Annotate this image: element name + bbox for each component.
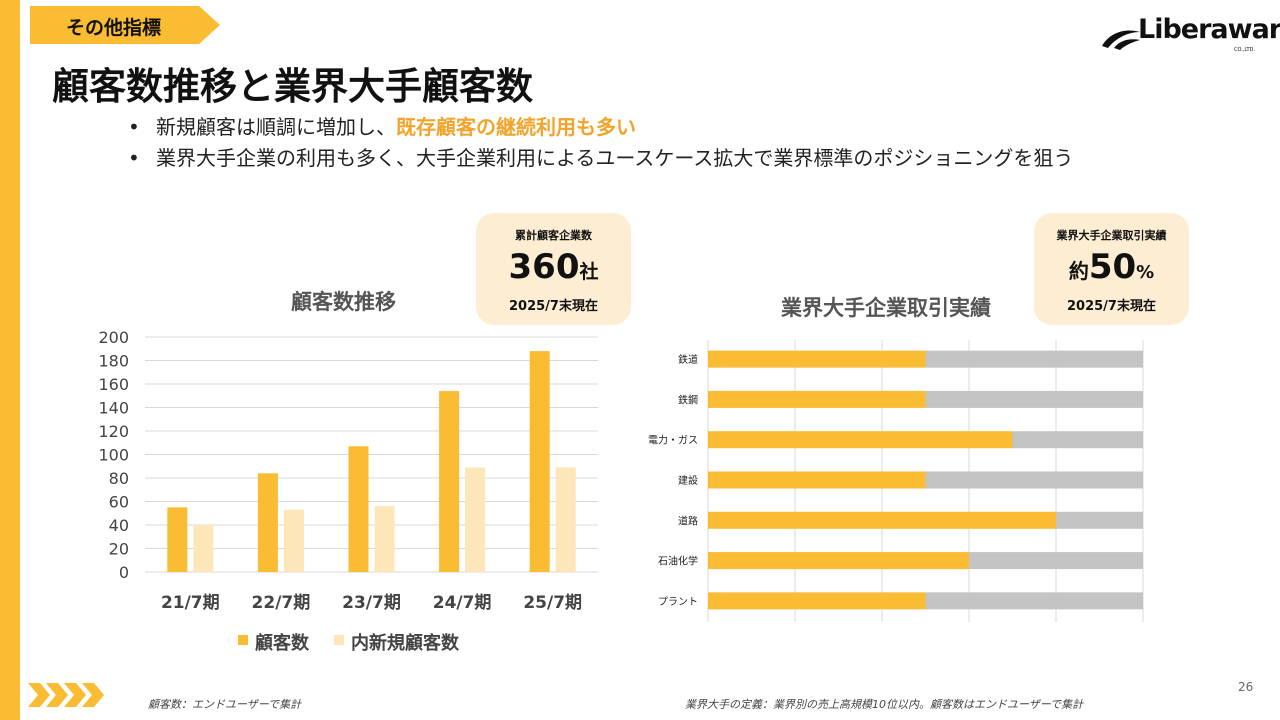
customer-bar-chart: 0 20 40 60 80 100 120 140 160 180 200 21/7期 22/7期 23/… [98,328,598,654]
bar-new-customers [555,467,576,572]
section-tag-label: その他指標 [66,17,162,39]
x-tick-label: 23/7期 [342,593,401,613]
left-accent-stripe [0,0,20,720]
logo-subtext: CO.,LTD. [1234,47,1255,53]
callout-total-customers: 累計顧客企業数 360社 2025/7末現在 [476,213,631,325]
y-tick-label: 200 [98,328,129,347]
y-tick-label: 20 [109,540,129,559]
callout-unit: % [1136,262,1155,283]
logo-swoosh-icon [1102,30,1140,50]
category-label: プラント [658,596,698,608]
bar-customers [439,391,460,572]
callout-date: 2025/7末現在 [509,299,598,314]
y-tick-label: 120 [98,422,129,441]
legend-label: 内新規顧客数 [351,632,460,654]
callout-number: 50 [1088,247,1137,287]
bar-new-customers [465,467,486,572]
bar-major-share [708,431,1013,449]
callout-number: 360 [508,247,580,287]
bar-remainder [969,552,1143,570]
category-label: 建設 [678,474,698,487]
callout-prefix: 約 [1068,259,1089,283]
footnote-right: 業界大手の定義：業界別の売上高規模10位以内。顧客数はエンドユーザーで集計 [685,698,1084,711]
bar-major-share [708,471,926,489]
y-tick-label: 40 [109,516,129,535]
x-tick-label: 24/7期 [433,593,492,613]
y-tick-label: 60 [109,493,129,512]
bar-major-share [708,511,1056,529]
logo-wordmark: Liberaware [1138,14,1280,45]
page-title: 顧客数推移と業界大手顧客数 [52,65,533,108]
bar-customers [257,473,278,572]
callout-value: 360社 [476,247,631,287]
callout-value: 約50% [1034,247,1189,287]
footnote-left: 顧客数：エンドユーザーで集計 [148,698,302,711]
bar-remainder [1012,431,1143,449]
callout-date: 2025/7末現在 [1067,299,1156,314]
callout-label: 累計顧客企業数 [515,229,592,242]
chevrons-icon [28,683,104,707]
bar-new-customers [374,506,395,572]
category-label: 電力・ガス [648,434,698,447]
legend-swatch [334,635,344,645]
company-logo: Liberaware CO.,LTD. [1100,14,1280,53]
x-tick-label: 25/7期 [523,593,582,613]
bar-customers [529,351,550,572]
legend-swatch [238,635,248,645]
callout-industry: 業界大手企業取引実績 約50% 2025/7末現在 [1034,213,1189,325]
category-label: 道路 [678,514,698,527]
bullet-highlight: 既存顧客の継続利用も多い [396,115,636,139]
y-tick-label: 160 [98,375,129,394]
callout-label: 業界大手企業取引実績 [1056,229,1167,242]
x-tick-label: 22/7期 [252,593,311,613]
legend-label: 顧客数 [255,632,310,654]
bar-remainder [925,471,1143,489]
y-tick-label: 100 [98,446,129,465]
y-tick-label: 140 [98,399,129,418]
bar-major-share [708,592,926,610]
industry-chart-title: 業界大手企業取引実績 [781,296,991,320]
page-number: 26 [1238,680,1254,694]
bar-remainder [925,592,1143,610]
bar-remainder [1056,511,1143,529]
category-label: 石油化学 [658,555,698,568]
customer-chart-title: 顧客数推移 [291,290,396,314]
x-tick-label: 21/7期 [161,593,220,613]
y-tick-label: 0 [119,563,129,582]
bar-customers [348,446,369,572]
bar-major-share [708,552,969,570]
category-label: 鉄道 [678,353,698,366]
bullet-text: 業界大手企業の利用も多く、大手企業利用によるユースケース拡大で業界標準のポジショ… [156,146,1074,170]
y-tick-label: 80 [109,469,129,488]
bullet-text: 新規顧客は順調に増加し、 [156,115,396,139]
bullet-dot: • [128,146,140,170]
category-label: 鉄鋼 [678,393,698,406]
bar-remainder [925,390,1143,408]
bar-new-customers [193,525,214,572]
y-tick-label: 180 [98,352,129,371]
bar-major-share [708,390,926,408]
section-tag: その他指標 [30,6,220,44]
bar-remainder [925,350,1143,368]
callout-unit: 社 [579,261,599,283]
bullet-dot: • [128,115,140,139]
bar-customers [167,507,188,572]
bar-major-share [708,350,926,368]
bar-new-customers [283,509,304,572]
